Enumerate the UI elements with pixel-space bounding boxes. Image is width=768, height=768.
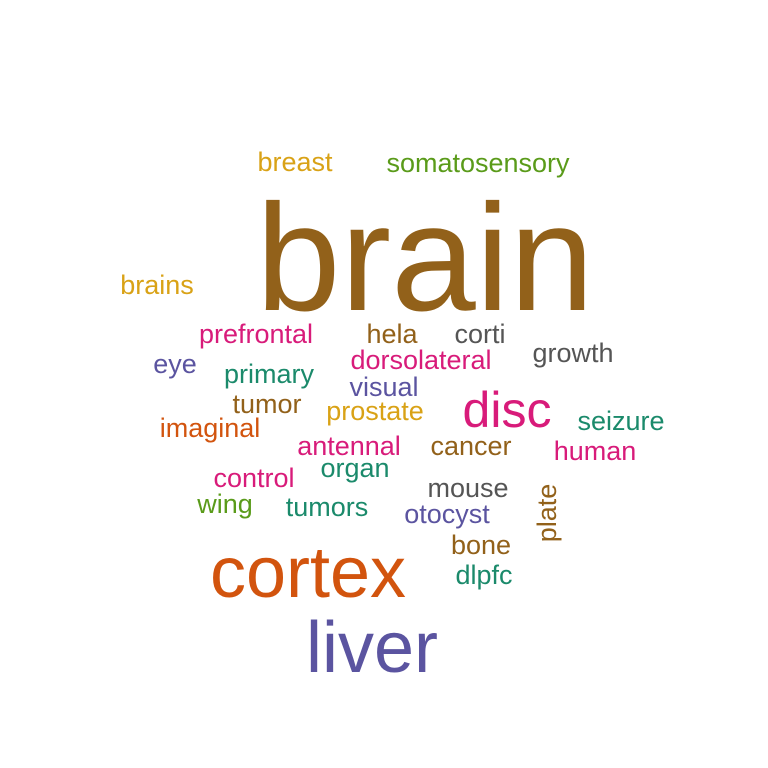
word-eye: eye xyxy=(153,349,197,379)
word-primary: primary xyxy=(224,359,315,389)
word-tumors: tumors xyxy=(286,492,369,522)
word-bone: bone xyxy=(451,530,511,560)
word-corti: corti xyxy=(454,319,505,349)
word-liver: liver xyxy=(306,608,438,688)
word-somatosensory: somatosensory xyxy=(386,148,570,178)
word-disc: disc xyxy=(463,382,552,438)
word-prefrontal: prefrontal xyxy=(199,319,313,349)
word-antennal: antennal xyxy=(297,431,401,461)
word-brain: brain xyxy=(256,173,594,343)
word-mouse: mouse xyxy=(427,473,508,503)
word-brains: brains xyxy=(120,270,194,300)
word-seizure: seizure xyxy=(577,406,664,436)
word-plate: plate xyxy=(532,484,562,543)
word-breast: breast xyxy=(257,147,333,177)
word-cancer: cancer xyxy=(430,431,511,461)
word-control: control xyxy=(213,463,294,493)
word-otocyst: otocyst xyxy=(404,499,490,529)
word-imaginal: imaginal xyxy=(160,413,261,443)
word-hela: hela xyxy=(366,319,418,349)
word-wing: wing xyxy=(196,489,253,519)
word-dorsolateral: dorsolateral xyxy=(350,345,491,375)
word-cortex: cortex xyxy=(210,533,406,613)
word-visual: visual xyxy=(349,372,418,402)
word-human: human xyxy=(554,436,637,466)
word-tumor: tumor xyxy=(232,389,301,419)
word-dlpfc: dlpfc xyxy=(455,560,512,590)
word-organ: organ xyxy=(320,453,389,483)
word-prostate: prostate xyxy=(326,396,424,426)
word-growth: growth xyxy=(532,338,613,368)
